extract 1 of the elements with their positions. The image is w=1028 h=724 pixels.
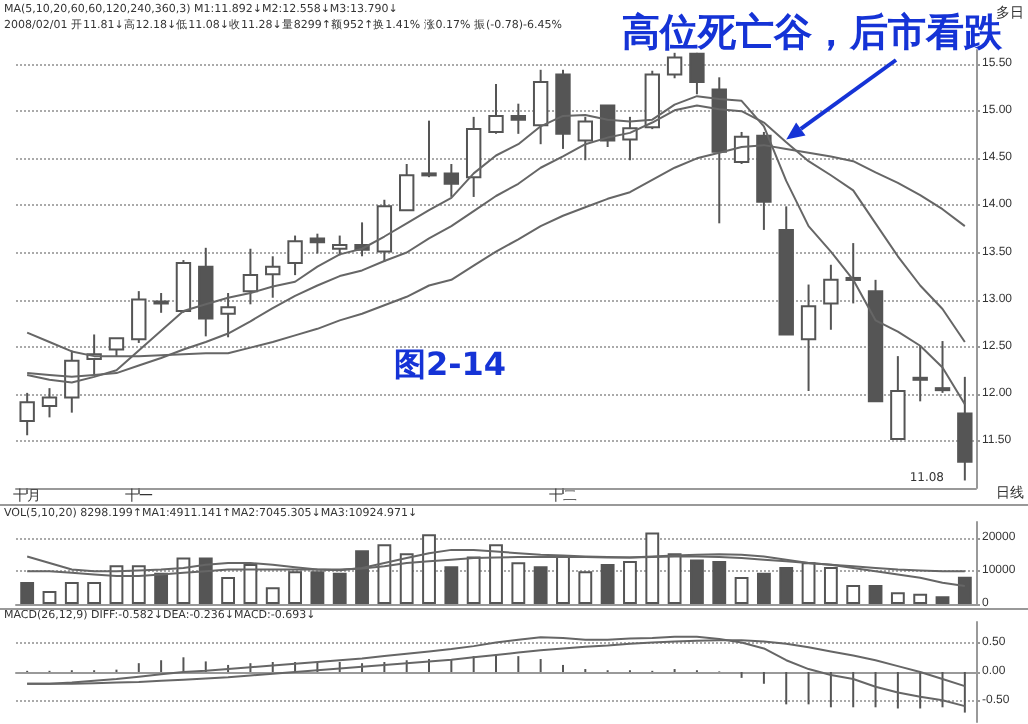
annotation: 图2-14 — [394, 345, 507, 383]
